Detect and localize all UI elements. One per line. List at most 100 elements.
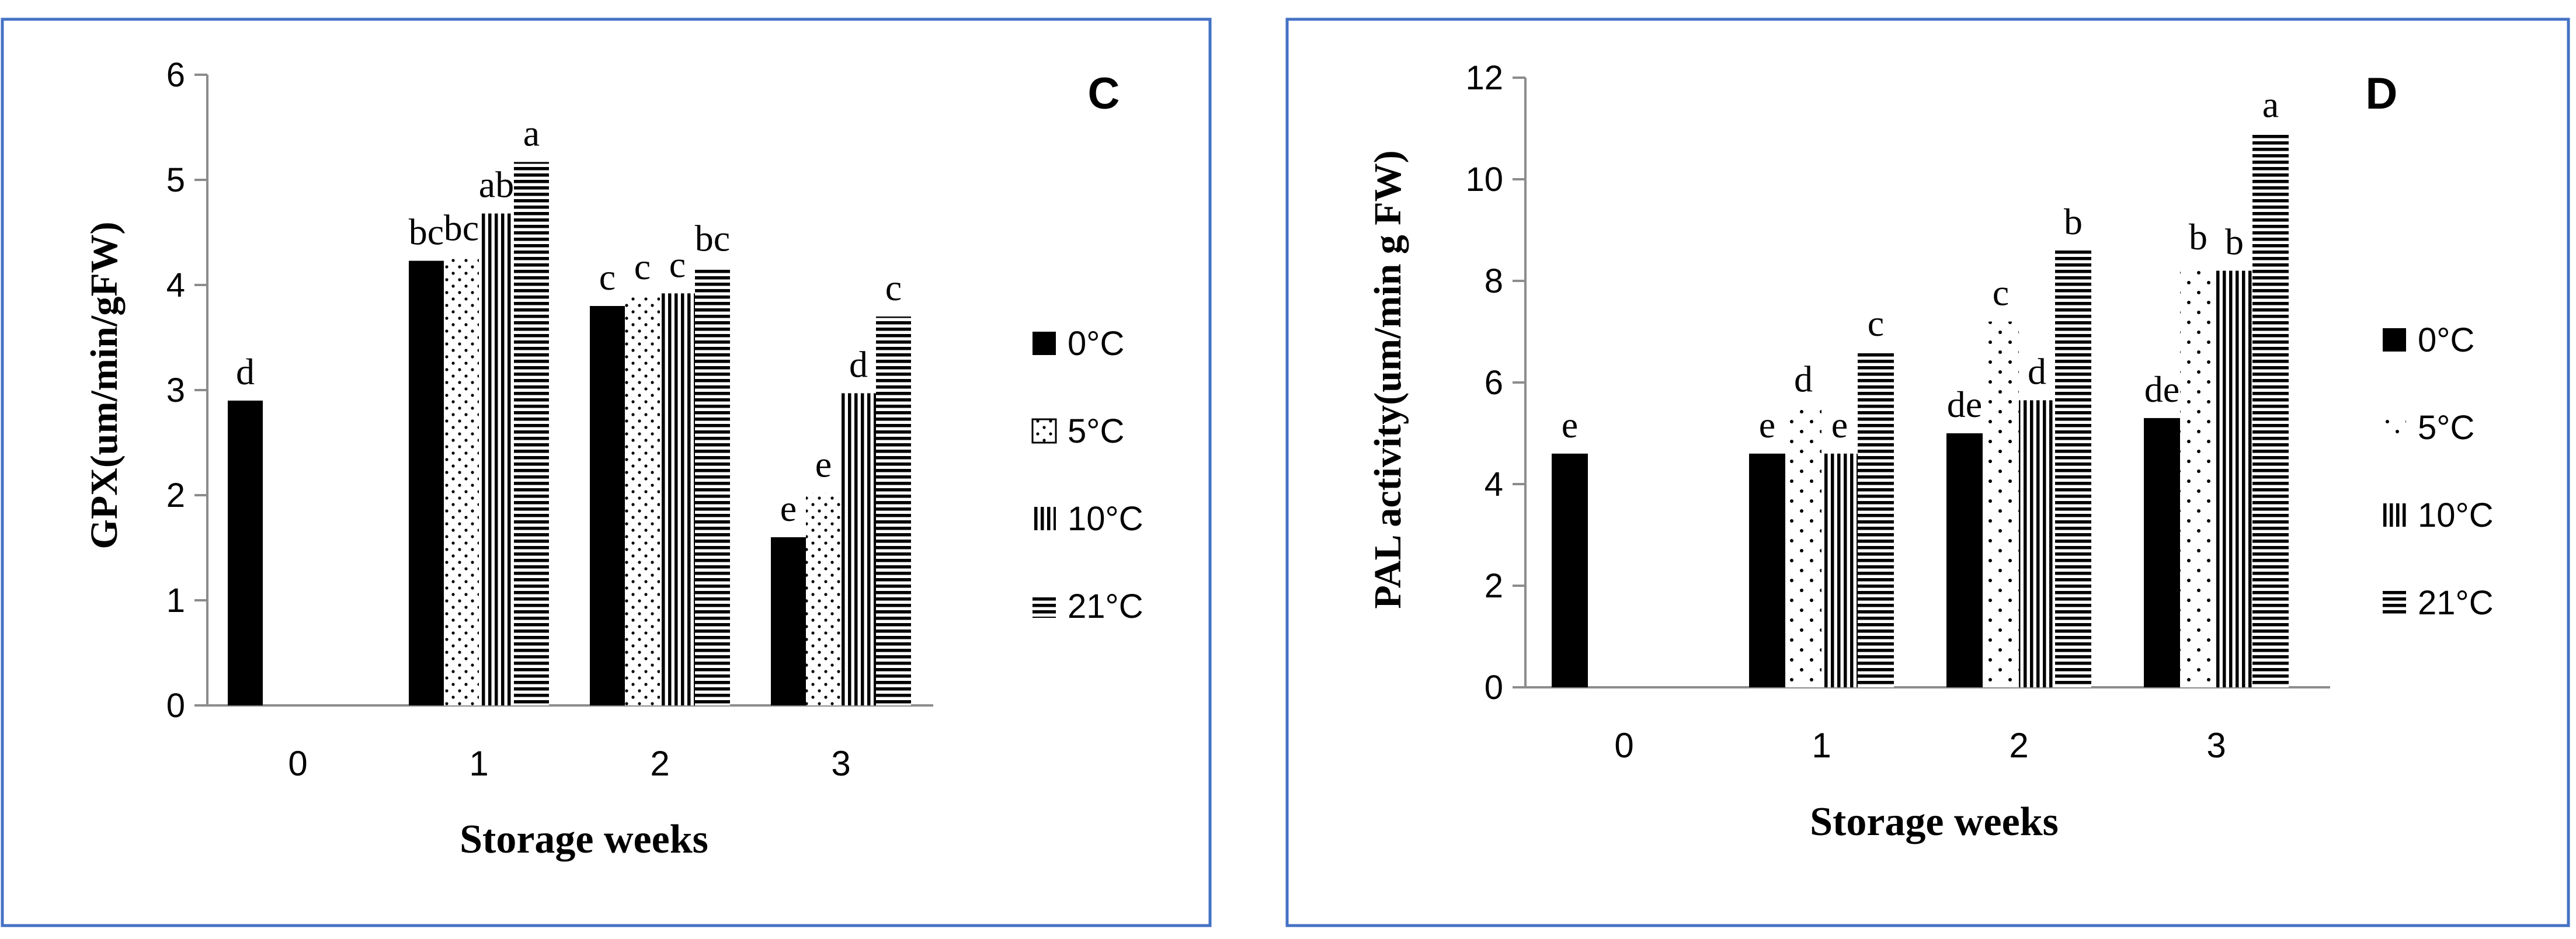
bar — [2216, 270, 2252, 688]
y-tick-label: 2 — [166, 477, 185, 514]
legend-label: 21°C — [1068, 587, 1143, 625]
significance-label: bc — [444, 207, 479, 248]
legend-swatch — [1033, 332, 1056, 355]
chart-panel-gpx: GPX(um/min/gFW) Storage weeks C 0 1 2 3 4 5 6 0… — [1, 18, 1212, 927]
panel-label: C — [1088, 69, 1120, 119]
significance-label: d — [849, 343, 868, 385]
y-tick-label: 6 — [1485, 364, 1503, 402]
bar — [1946, 433, 1983, 687]
significance-label: d — [1794, 359, 1813, 400]
significance-label: d — [2028, 350, 2046, 392]
y-tick-label: 10 — [1465, 161, 1503, 199]
significance-label: b — [2225, 221, 2244, 263]
x-tick-label: 2 — [650, 744, 669, 783]
panel-frame — [1285, 18, 2570, 927]
bar — [771, 537, 806, 705]
bar — [695, 267, 730, 705]
significance-label: c — [1993, 272, 2009, 314]
significance-label: ab — [479, 164, 514, 206]
significance-label: de — [2144, 368, 2179, 410]
significance-label: e — [780, 488, 797, 529]
y-tick-label: 2 — [1485, 567, 1503, 605]
bar — [590, 306, 625, 705]
bar — [1749, 453, 1785, 687]
y-axis-title: PAL activity(um/min g FW) — [1367, 150, 1409, 608]
bar — [444, 256, 479, 705]
x-axis-title: Storage weeks — [460, 817, 708, 862]
bar — [1821, 453, 1858, 687]
y-tick-label: 3 — [166, 371, 185, 409]
significance-label: d — [236, 351, 255, 392]
bar — [1858, 352, 1894, 687]
bar — [806, 493, 841, 705]
y-tick-label: 12 — [1465, 59, 1503, 97]
legend-label: 5°C — [1068, 412, 1124, 450]
legend-label: 21°C — [2418, 584, 2494, 622]
bar — [409, 260, 444, 706]
legend-swatch — [1033, 594, 1056, 618]
bar — [1785, 408, 1821, 687]
bar — [2055, 250, 2091, 687]
legend-label: 10°C — [1068, 500, 1143, 538]
bar — [1983, 321, 2019, 687]
bar — [841, 393, 876, 705]
significance-label: c — [885, 267, 902, 308]
y-tick-label: 4 — [166, 266, 185, 304]
x-tick-label: 1 — [469, 744, 488, 783]
legend-label: 5°C — [2418, 409, 2474, 447]
y-tick-label: 0 — [1485, 669, 1503, 707]
legend-swatch — [1033, 507, 1056, 530]
significance-label: a — [2262, 84, 2279, 126]
y-tick-label: 4 — [1485, 465, 1503, 503]
significance-label: b — [2189, 216, 2207, 258]
significance-label: c — [669, 244, 686, 285]
legend-swatch — [2383, 503, 2406, 527]
bar — [660, 293, 695, 705]
x-tick-label: 2 — [2009, 726, 2028, 765]
legend-label: 10°C — [2418, 496, 2494, 534]
significance-label: e — [1759, 404, 1775, 446]
significance-label: de — [1947, 384, 1982, 425]
panel-frame — [1, 18, 1212, 927]
bar — [2144, 418, 2180, 687]
bar — [514, 162, 549, 705]
significance-label: b — [2064, 201, 2083, 242]
significance-label: c — [599, 256, 616, 298]
y-tick-label: 5 — [166, 161, 185, 199]
legend-swatch — [2383, 416, 2406, 439]
significance-label: a — [523, 112, 540, 154]
significance-label: bc — [695, 217, 730, 259]
x-axis-title: Storage weeks — [1810, 799, 2059, 844]
bar — [1552, 453, 1588, 687]
significance-label: e — [815, 443, 832, 485]
y-tick-label: 1 — [166, 582, 185, 620]
legend-label: 0°C — [2418, 321, 2474, 359]
significance-label: bc — [409, 211, 444, 253]
x-tick-label: 0 — [1614, 726, 1633, 765]
bar — [625, 295, 660, 705]
bar — [2019, 400, 2055, 687]
x-tick-label: 0 — [288, 744, 307, 783]
bar — [876, 317, 911, 705]
panel-label: D — [2366, 69, 2398, 119]
x-tick-label: 1 — [1812, 726, 1831, 765]
bar — [479, 213, 514, 706]
legend-swatch — [2383, 591, 2406, 614]
chart-panel-pal: PAL activity(um/min g FW) Storage weeks … — [1285, 18, 2570, 927]
significance-label: e — [1831, 404, 1848, 446]
bar — [228, 401, 263, 705]
bar — [2180, 265, 2216, 687]
y-axis-title: GPX(um/min/gFW) — [83, 222, 126, 550]
significance-label: e — [1562, 404, 1578, 446]
y-tick-label: 8 — [1485, 262, 1503, 300]
significance-label: c — [1868, 302, 1884, 344]
legend-swatch — [2383, 328, 2406, 352]
legend-label: 0°C — [1068, 325, 1124, 363]
x-tick-label: 3 — [2206, 726, 2226, 765]
significance-label: c — [634, 246, 651, 287]
x-tick-label: 3 — [831, 744, 850, 783]
y-tick-label: 6 — [166, 56, 185, 94]
bar — [2252, 133, 2289, 687]
legend-swatch — [1031, 418, 1057, 444]
